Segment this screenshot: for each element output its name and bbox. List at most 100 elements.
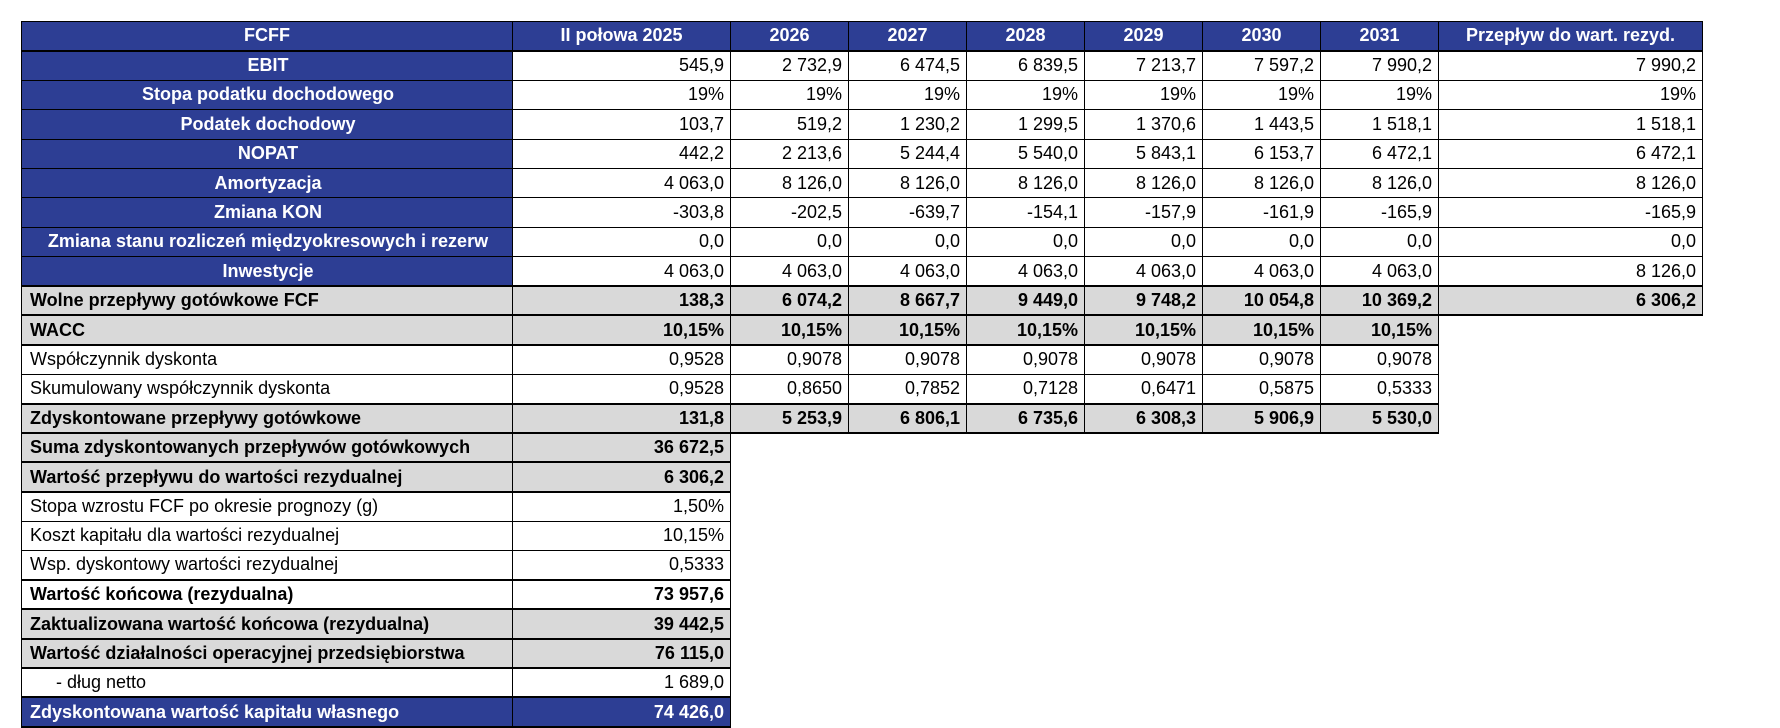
value-cell: 131,8 (512, 402, 731, 434)
value-cell: 8 126,0 (1320, 167, 1439, 199)
value-cell: 19% (512, 79, 731, 111)
value-cell: -157,9 (1084, 197, 1203, 228)
value-cell: 4 063,0 (1320, 256, 1439, 287)
row-label-cell: NOPAT (21, 138, 513, 169)
row-label-cell: - dług netto (21, 667, 513, 698)
value-cell: 10,15% (730, 314, 849, 346)
value-cell: -165,9 (1320, 197, 1439, 228)
value-cell: 4 063,0 (1202, 256, 1321, 287)
value-cell: -161,9 (1202, 197, 1321, 228)
value-cell: 8 667,7 (848, 285, 967, 317)
value-cell: 6 839,5 (966, 50, 1085, 81)
row-label-cell: Zaktualizowana wartość końcowa (rezydual… (21, 608, 513, 640)
value-cell: 0,7852 (848, 373, 967, 405)
value-cell: 7 990,2 (1320, 50, 1439, 81)
table-row: Suma zdyskontowanych przepływów gotówkow… (21, 431, 1703, 464)
value-cell: 0,6471 (1084, 373, 1203, 405)
value-cell: 9 748,2 (1084, 285, 1203, 317)
table-row: Zdyskontowana wartość kapitału własnego 7… (21, 696, 1703, 728)
value-cell: 6 074,2 (730, 285, 849, 317)
value-cell: 7 990,2 (1438, 50, 1703, 81)
value-cell: 7 213,7 (1084, 50, 1203, 81)
row-label-cell: Wartość przepływu do wartości rezydualne… (21, 461, 513, 493)
value-cell: 1 518,1 (1320, 109, 1439, 140)
value-cell: 8 126,0 (1438, 167, 1703, 199)
table-row: Zmiana KON -303,8 -202,5 -639,7 -154,1 -157,9… (21, 197, 1703, 228)
value-cell: 6 306,2 (1438, 285, 1703, 317)
value-cell: 19% (1320, 79, 1439, 111)
table-row: Zdyskontowane przepływy gotówkowe 131,8 5 … (21, 402, 1703, 434)
row-label-cell: Amortyzacja (21, 167, 513, 199)
row-label-cell: Zmiana stanu rozliczeń międzyokresowych … (21, 226, 513, 258)
value-cell: 8 126,0 (966, 167, 1085, 199)
column-header-cell: 2030 (1202, 20, 1321, 52)
value-cell: -303,8 (512, 197, 731, 228)
table-row: Podatek dochodowy 103,7 519,2 1 230,2 1 299,… (21, 109, 1703, 140)
row-label-cell: Suma zdyskontowanych przepływów gotówkow… (21, 431, 513, 464)
value-cell: 6 306,2 (512, 461, 731, 493)
table-row: Stopa wzrostu FCF po okresie prognozy (g… (21, 491, 1703, 522)
table-row: Inwestycje 4 063,0 4 063,0 4 063,0 4 063,0 4 … (21, 256, 1703, 287)
row-label-cell: Stopa wzrostu FCF po okresie prognozy (g… (21, 491, 513, 522)
value-cell: 0,9078 (730, 344, 849, 375)
value-cell: -165,9 (1438, 197, 1703, 228)
value-cell: 0,9078 (848, 344, 967, 375)
value-cell: 6 735,6 (966, 402, 1085, 434)
row-label-cell: Skumulowany współczynnik dyskonta (21, 373, 513, 405)
row-label-cell: Podatek dochodowy (21, 109, 513, 140)
value-cell: 39 442,5 (512, 608, 731, 640)
column-header-cell: 2031 (1320, 20, 1439, 52)
value-cell: 2 213,6 (730, 138, 849, 169)
value-cell: 1 299,5 (966, 109, 1085, 140)
value-cell: 10,15% (848, 314, 967, 346)
value-cell: 4 063,0 (1084, 256, 1203, 287)
table-row: Amortyzacja 4 063,0 8 126,0 8 126,0 8 126,0 8… (21, 167, 1703, 199)
value-cell: 8 126,0 (848, 167, 967, 199)
table-row: Stopa podatku dochodowego 19% 19% 19% 19% 19%… (21, 79, 1703, 111)
row-label-cell: Zmiana KON (21, 197, 513, 228)
row-label-cell: Wolne przepływy gotówkowe FCF (21, 285, 513, 317)
value-cell: 74 426,0 (512, 696, 731, 728)
fcff-dcf-table: FCFF II połowa 2025 2026 2027 2028 2029 2030 20… (21, 20, 1703, 728)
value-cell: 8 126,0 (1438, 256, 1703, 287)
table-row: EBIT 545,9 2 732,9 6 474,5 6 839,5 7 213,7 7 5… (21, 50, 1703, 81)
header-row: FCFF II połowa 2025 2026 2027 2028 2029 2030 20… (21, 20, 1703, 52)
value-cell: 103,7 (512, 109, 731, 140)
value-cell: 8 126,0 (1202, 167, 1321, 199)
row-label-cell: Współczynnik dyskonta (21, 344, 513, 375)
value-cell: 76 115,0 (512, 637, 731, 670)
table-row: Współczynnik dyskonta 0,9528 0,9078 0,9078 0… (21, 344, 1703, 375)
value-cell: 4 063,0 (730, 256, 849, 287)
value-cell: 6 806,1 (848, 402, 967, 434)
value-cell: -639,7 (848, 197, 967, 228)
value-cell: 0,0 (730, 226, 849, 258)
column-header-cell: Przepływ do wart. rezyd. (1438, 20, 1703, 52)
table-row: NOPAT 442,2 2 213,6 5 244,4 5 540,0 5 843,1 6 … (21, 138, 1703, 169)
value-cell: 8 126,0 (1084, 167, 1203, 199)
value-cell: 0,0 (1202, 226, 1321, 258)
value-cell: 0,8650 (730, 373, 849, 405)
value-cell: 10 054,8 (1202, 285, 1321, 317)
row-label-cell: Wsp. dyskontowy wartości rezydualnej (21, 550, 513, 581)
value-cell: 1,50% (512, 491, 731, 522)
value-cell: 5 906,9 (1202, 402, 1321, 434)
value-cell: 73 957,6 (512, 578, 731, 611)
table-row: Skumulowany współczynnik dyskonta 0,9528 0… (21, 373, 1703, 405)
value-cell: 1 230,2 (848, 109, 967, 140)
value-cell: 5 530,0 (1320, 402, 1439, 434)
value-cell: 6 153,7 (1202, 138, 1321, 169)
value-cell: 9 449,0 (966, 285, 1085, 317)
value-cell: 19% (848, 79, 967, 111)
value-cell: 0,5333 (1320, 373, 1439, 405)
table-row: Wsp. dyskontowy wartości rezydualnej 0,53… (21, 550, 1703, 581)
value-cell: 10,15% (966, 314, 1085, 346)
value-cell: 36 672,5 (512, 431, 731, 464)
row-label-cell: Wartość końcowa (rezydualna) (21, 578, 513, 611)
column-header-cell: 2027 (848, 20, 967, 52)
value-cell: 6 474,5 (848, 50, 967, 81)
value-cell: -154,1 (966, 197, 1085, 228)
value-cell: 5 843,1 (1084, 138, 1203, 169)
table-row: Wartość końcowa (rezydualna) 73 957,6 (21, 578, 1703, 611)
value-cell: 6 472,1 (1320, 138, 1439, 169)
